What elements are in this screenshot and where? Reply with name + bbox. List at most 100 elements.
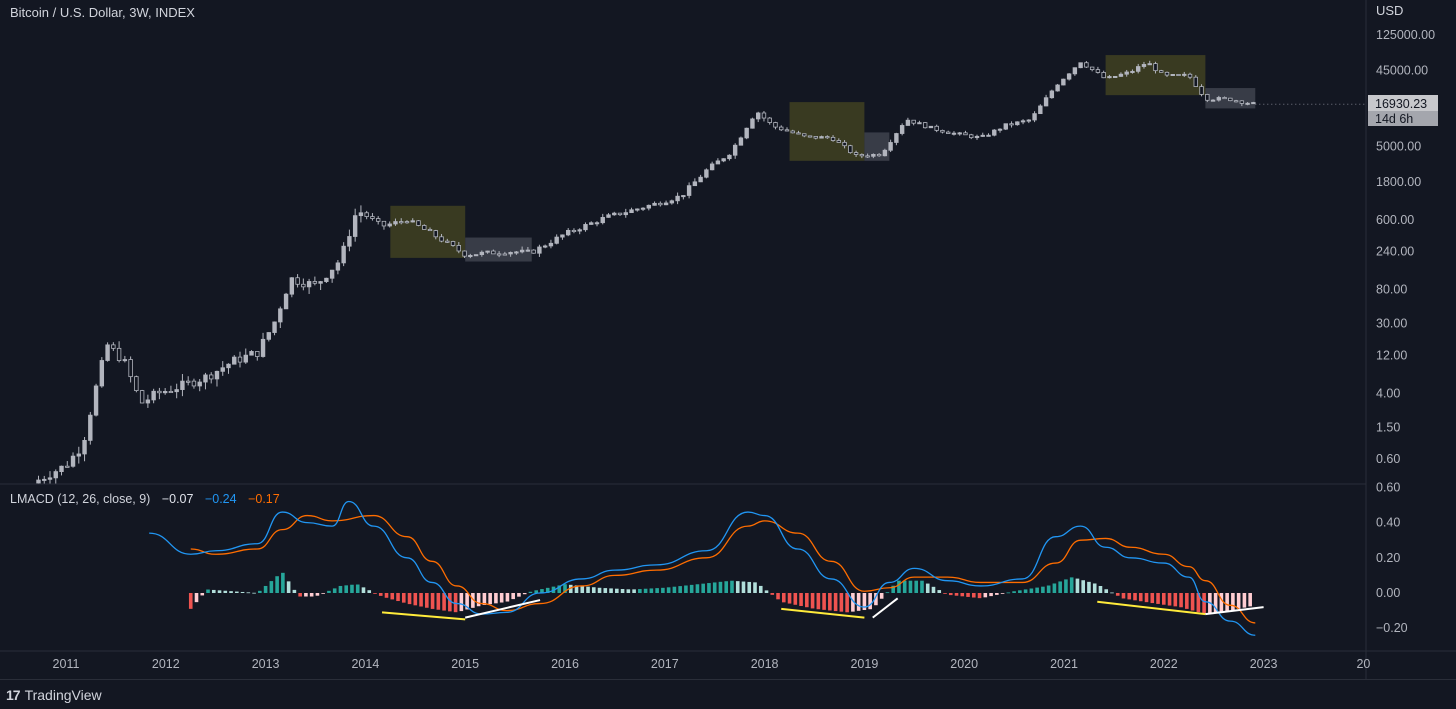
macd-tick-label: 0.20: [1376, 551, 1400, 565]
time-tick-label: 2023: [1250, 657, 1278, 671]
histogram-bar: [920, 580, 924, 593]
time-tick-label: 2013: [252, 657, 280, 671]
indicator-legend[interactable]: LMACD (12, 26, close, 9) −0.07 −0.24 −0.…: [10, 492, 280, 506]
candle-body: [209, 374, 214, 380]
price-badge-bg: [1368, 95, 1438, 111]
histogram-bar: [511, 593, 515, 600]
histogram-bar: [1167, 593, 1172, 606]
candle-body: [1147, 63, 1152, 66]
last-price-badge[interactable]: 16930.23 14d 6h: [1368, 95, 1438, 126]
histogram-bar: [724, 581, 729, 593]
histogram-bar: [758, 585, 763, 593]
signal-value: −0.17: [248, 492, 280, 506]
candle-body: [853, 152, 859, 155]
candle-body: [922, 122, 928, 129]
candle-body: [116, 347, 122, 362]
histogram-bar: [1092, 583, 1097, 593]
candle-body: [606, 214, 611, 218]
candle-body: [105, 344, 110, 361]
histogram-bar: [413, 593, 418, 606]
histogram-bar: [643, 588, 648, 593]
candle-body: [1084, 62, 1089, 68]
candle-body: [278, 308, 283, 323]
macd-axis[interactable]: 0.60 0.40 0.20 0.00 −0.20: [1376, 480, 1408, 635]
tradingview-brand[interactable]: 17 TradingView: [6, 687, 102, 703]
candle-body: [306, 281, 312, 288]
histogram-bar: [931, 586, 936, 593]
histogram-bar: [862, 593, 867, 611]
candle-body: [1233, 100, 1239, 103]
divergence-line-white: [464, 599, 541, 619]
candle-body: [387, 223, 392, 227]
candle-body: [779, 126, 784, 131]
candle-body: [375, 218, 381, 222]
histogram-bar: [689, 584, 694, 593]
candle-body: [819, 136, 824, 139]
histogram-bar: [1213, 593, 1218, 613]
candle-body: [882, 149, 888, 157]
histogram-bar: [373, 593, 377, 594]
histogram-bar: [747, 581, 752, 593]
price-tick-label: 12.00: [1376, 348, 1407, 362]
candle-body: [180, 380, 185, 390]
candle-body: [1159, 70, 1164, 73]
histogram-bar: [574, 585, 579, 593]
histogram-bar: [1029, 588, 1034, 593]
candle-body: [1043, 97, 1049, 107]
histogram-bar: [1087, 581, 1091, 593]
histogram-bar: [1035, 587, 1039, 593]
last-price: 16930.23: [1375, 97, 1427, 111]
candle-body: [537, 246, 542, 254]
histogram-bar: [735, 581, 740, 593]
candle-body: [174, 389, 179, 393]
candle-body: [445, 240, 450, 243]
candle-body: [370, 216, 375, 219]
histogram-bar: [338, 585, 343, 593]
divergence-line-white: [872, 597, 899, 619]
candle-body: [1222, 97, 1227, 100]
candle-body: [301, 283, 306, 288]
tradingview-logo-icon: 17: [6, 687, 21, 703]
candle-body: [53, 471, 58, 479]
candle-body: [738, 137, 744, 146]
candle-body: [416, 220, 421, 226]
histogram-bar: [885, 592, 890, 594]
candle-body: [1015, 121, 1020, 126]
time-tick-label: 2014: [351, 657, 379, 671]
candle-body: [681, 195, 686, 198]
candle-body: [439, 236, 444, 242]
histogram-bar: [430, 593, 435, 609]
candle-body: [986, 134, 991, 137]
time-tick-label: 2021: [1050, 657, 1078, 671]
candle-body: [1239, 100, 1245, 104]
histogram-bar: [298, 593, 302, 597]
candle-body: [565, 229, 571, 236]
candle-body: [992, 129, 997, 136]
histogram-bar: [1236, 593, 1241, 609]
histogram-bar: [695, 584, 700, 593]
candle-body: [295, 277, 300, 285]
candle-body: [185, 380, 191, 383]
price-axis[interactable]: 125000.00 45000.00 5000.00 1800.00 600.00 240…: [1376, 28, 1435, 466]
time-axis[interactable]: 2011 2012 2013 2014 2015 2016 2017 2018 2019 2020…: [53, 657, 1371, 671]
candle-body: [468, 255, 473, 258]
histogram-bar: [1150, 593, 1155, 604]
histogram-bar: [1231, 593, 1235, 611]
candle-body: [848, 145, 853, 154]
histogram-bar: [655, 588, 659, 593]
histogram-value: −0.07: [162, 492, 194, 506]
candle-body: [450, 241, 456, 246]
histogram-bar: [810, 593, 815, 609]
candle-body: [312, 281, 318, 284]
candle-body: [807, 135, 813, 138]
candle-body: [485, 250, 490, 253]
candle-body: [917, 122, 922, 125]
candle-body: [422, 225, 427, 230]
histogram-bar: [401, 593, 406, 603]
histogram-bar: [977, 593, 982, 599]
candle-body: [329, 269, 335, 279]
candle-body: [629, 209, 634, 214]
candle-body: [635, 208, 640, 211]
candle-body: [76, 453, 81, 457]
